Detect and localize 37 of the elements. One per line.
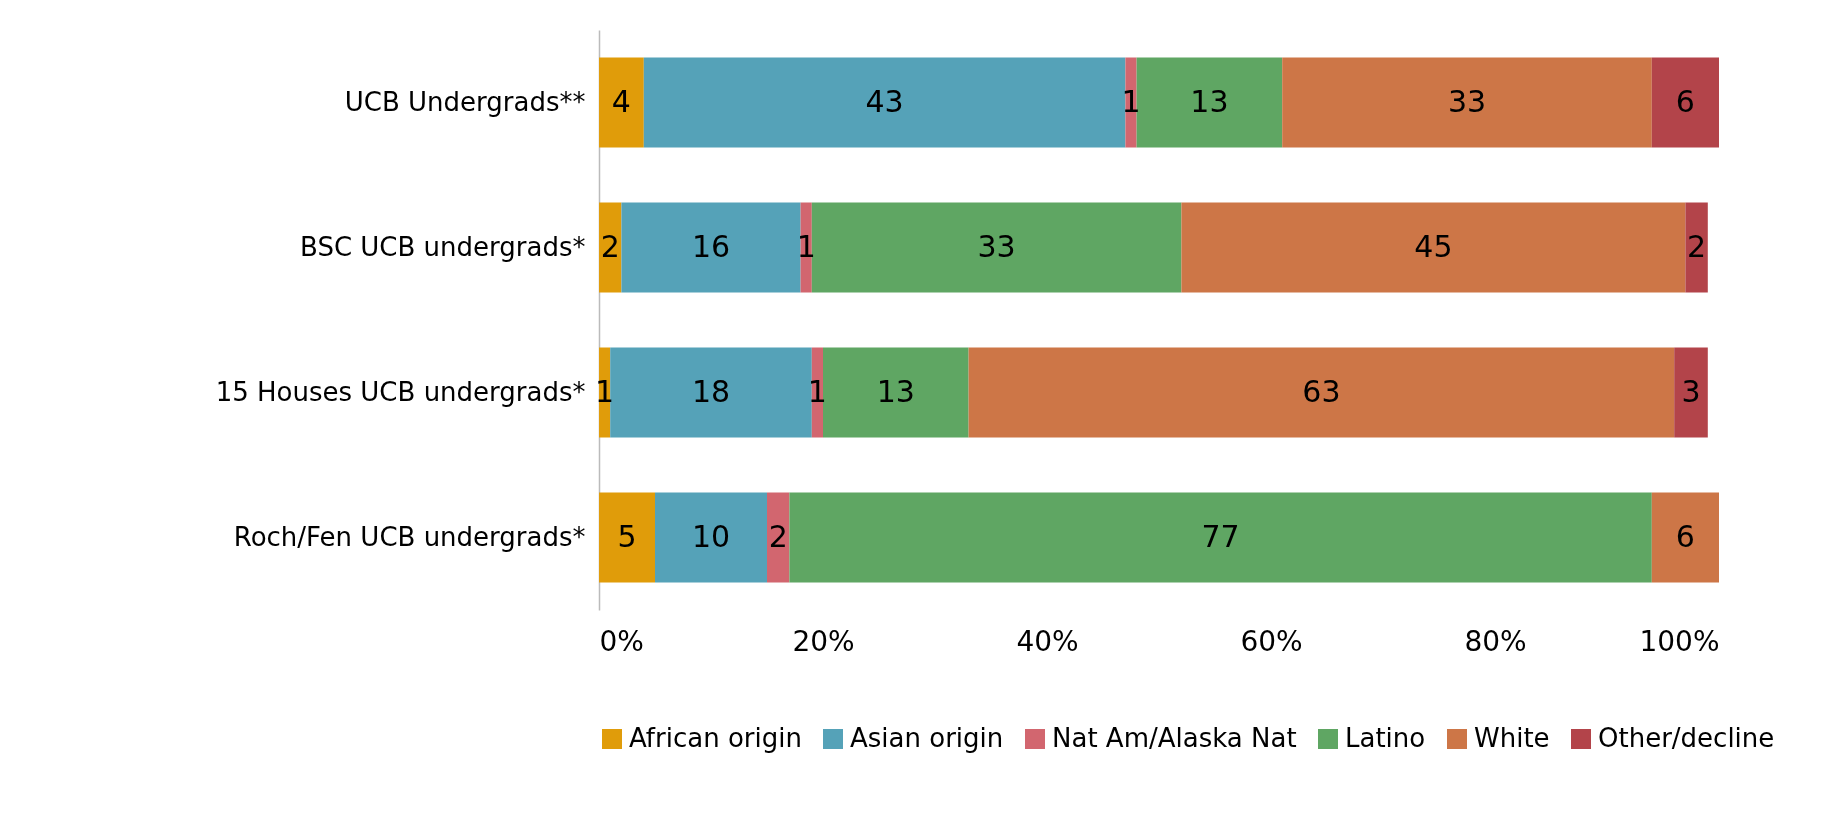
data-label: 6 xyxy=(1675,518,1695,554)
data-label: 63 xyxy=(1302,373,1341,409)
data-label: 45 xyxy=(1414,228,1453,264)
x-tick-label: 0% xyxy=(599,624,644,658)
legend-label: African origin xyxy=(629,723,802,753)
data-label: 3 xyxy=(1681,373,1701,409)
legend-label: Other/decline xyxy=(1598,723,1775,753)
x-tick-label: 20% xyxy=(792,624,855,658)
data-label: 13 xyxy=(1190,83,1229,119)
data-label: 10 xyxy=(691,518,731,554)
legend-label: Nat Am/Alaska Nat xyxy=(1052,723,1297,753)
data-label: 33 xyxy=(977,228,1016,264)
data-label: 13 xyxy=(876,373,915,409)
data-label: 1 xyxy=(796,228,816,264)
x-tick-label: 40% xyxy=(1016,624,1079,658)
data-label: 5 xyxy=(617,518,637,554)
data-label: 33 xyxy=(1447,83,1487,119)
x-tick-label: 100% xyxy=(1639,624,1720,658)
data-label: 1 xyxy=(807,373,827,409)
y-tick-label: BSC UCB undergrads* xyxy=(300,231,586,262)
data-label: 2 xyxy=(1687,228,1707,264)
data-label: 6 xyxy=(1675,83,1695,119)
x-tick-label: 60% xyxy=(1240,624,1303,658)
data-label: 4 xyxy=(611,83,631,119)
x-tick-label: 80% xyxy=(1464,624,1527,658)
data-label: 18 xyxy=(691,373,731,409)
y-tick-label: 15 Houses UCB undergrads* xyxy=(215,376,586,407)
legend-label: White xyxy=(1474,723,1550,753)
legend-label: Asian origin xyxy=(850,723,1004,753)
y-tick-label: UCB Undergrads** xyxy=(344,86,586,117)
y-tick-label: Roch/Fen UCB undergrads* xyxy=(233,521,586,552)
data-label: 43 xyxy=(865,83,904,119)
data-label: 16 xyxy=(691,228,731,264)
data-label: 2 xyxy=(600,228,620,264)
data-label: 2 xyxy=(768,518,788,554)
data-label: 77 xyxy=(1201,518,1240,554)
legend-label: Latino xyxy=(1345,723,1426,753)
